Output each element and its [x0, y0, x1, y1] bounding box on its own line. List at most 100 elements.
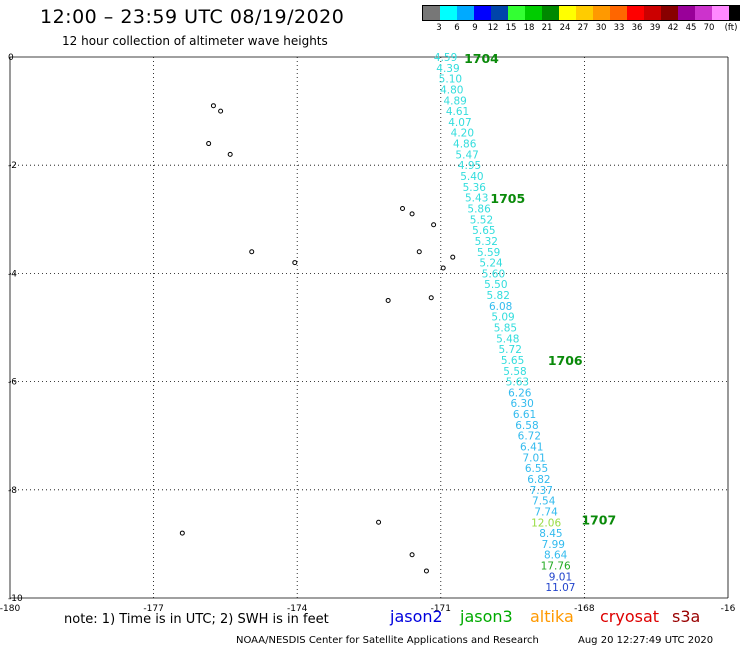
legend-tick: 30: [595, 23, 607, 33]
wave-height-value: 7.74: [534, 506, 558, 518]
x-tick-label: -171: [431, 604, 451, 614]
pass-number-label: 1705: [490, 191, 525, 206]
y-tick-label: -6: [8, 378, 17, 388]
legend-tick: 45: [685, 23, 697, 33]
y-tick-label: -8: [8, 486, 17, 496]
legend-swatch: [440, 6, 457, 20]
legend-swatch: [474, 6, 491, 20]
legend-tick: 3: [436, 23, 442, 33]
wave-height-value: 12.06: [531, 517, 561, 529]
island-outline: [400, 205, 406, 211]
wave-height-value: 4.39: [436, 63, 459, 75]
wave-height-value: 5.63: [506, 377, 529, 389]
legend-tick: 27: [577, 23, 589, 33]
x-tick-label: -177: [143, 604, 163, 614]
note-text: note: 1) Time is in UTC; 2) SWH is in fe…: [64, 612, 329, 627]
legend-tick: 6: [454, 23, 460, 33]
wave-height-value: 5.72: [499, 344, 522, 356]
wave-height-value: 5.36: [463, 182, 487, 194]
y-tick-label: -2: [8, 161, 17, 171]
legend-ticks: 3 6 9 12 15 18 21 24 27 30 33 36 39 42 45 70 (ft): [422, 21, 740, 35]
wave-height-value: 5.58: [503, 366, 526, 378]
wave-height-value: 6.82: [527, 474, 550, 486]
wave-height-value: 6.08: [489, 301, 512, 313]
legend-colorbar: [422, 5, 740, 21]
legend-tick: 33: [613, 23, 625, 33]
wave-height-value: 5.48: [496, 333, 519, 345]
page-subtitle: 12 hour collection of altimeter wave hei…: [62, 34, 328, 48]
wave-height-value: 7.37: [530, 485, 553, 497]
wave-height-value: 9.01: [549, 571, 572, 583]
legend-swatch: [695, 6, 712, 20]
satellite-name-jason2: jason2: [390, 607, 443, 626]
x-tick-label: -168: [574, 604, 595, 614]
wave-height-value: 5.59: [477, 247, 500, 259]
legend-tick: 18: [523, 23, 535, 33]
legend-unit: (ft): [724, 23, 738, 33]
wave-height-value: 6.58: [515, 420, 538, 432]
legend-tick: 21: [541, 23, 553, 33]
wave-height-value: 7.99: [542, 539, 565, 551]
wave-height-value: 5.40: [460, 171, 483, 183]
legend-swatch: [661, 6, 678, 20]
wave-height-value: 5.52: [470, 214, 493, 226]
legend-swatch: [508, 6, 525, 20]
legend-swatch: [627, 6, 644, 20]
map-grid: [9, 56, 729, 599]
wave-height-value: 6.26: [508, 387, 532, 399]
wave-height-value: 5.10: [439, 74, 462, 86]
pass-number-label: 1707: [581, 513, 616, 528]
island-outline: [409, 552, 415, 558]
wave-height-value: 11.07: [545, 582, 575, 594]
wave-height-value: 6.55: [525, 463, 548, 475]
island-outline: [376, 519, 382, 525]
legend-tick: 12: [487, 23, 499, 33]
legend-tick: 9: [472, 23, 478, 33]
wave-height-value: 7.01: [522, 452, 545, 464]
wave-height-value: 4.61: [446, 106, 469, 118]
wave-height-value: 4.89: [443, 95, 466, 107]
wave-height-value: 7.54: [532, 496, 556, 508]
wave-height-value: 8.64: [544, 550, 568, 562]
pass-number-label: 1706: [548, 353, 583, 368]
island-outline: [179, 530, 185, 536]
wave-height-value: 4.07: [448, 117, 471, 129]
wave-height-value: 6.41: [520, 442, 543, 454]
legend-swatch: [457, 6, 474, 20]
legend-tick: 24: [559, 23, 571, 33]
wave-height-value: 5.32: [475, 236, 498, 248]
island-outline: [227, 151, 233, 157]
wave-height-value: 4.80: [440, 84, 463, 96]
legend-swatch: [423, 6, 440, 20]
wave-height-value: 5.85: [494, 323, 517, 335]
wave-height-value: 4.95: [458, 160, 481, 172]
wave-height-value: 5.47: [455, 149, 478, 161]
island-outline: [450, 254, 456, 260]
wave-height-value: 6.72: [518, 431, 541, 443]
island-outline: [416, 249, 422, 255]
island-outline: [210, 103, 216, 109]
color-legend: 3 6 9 12 15 18 21 24 27 30 33 36 39 42 45 70 (ft): [422, 5, 740, 35]
pass-labels: 1704 1705 1706 1707: [464, 51, 616, 527]
wave-height-value: 6.30: [510, 398, 533, 410]
legend-swatch: [491, 6, 508, 20]
y-tick-label: -10: [8, 594, 23, 604]
x-tick-label: -174: [287, 604, 308, 614]
islands-layer: [179, 103, 456, 574]
wave-height-value: 5.24: [479, 258, 503, 270]
island-outline: [423, 568, 429, 574]
legend-tick: 36: [631, 23, 643, 33]
wave-height-labels: 4.594.395.104.804.894.614.074.204.865.47…: [434, 52, 576, 594]
island-outline: [206, 141, 212, 147]
island-outline: [409, 211, 415, 217]
wave-height-value: 5.09: [491, 312, 514, 324]
legend-swatch: [678, 6, 695, 20]
wave-height-value: 5.60: [482, 268, 505, 280]
legend-tick: 39: [649, 23, 661, 33]
wave-height-value: 4.86: [453, 139, 477, 151]
wave-height-value: 5.82: [487, 290, 510, 302]
wave-height-value: 17.76: [541, 561, 571, 573]
satellite-name-cryosat: cryosat: [600, 607, 660, 626]
legend-swatch: [525, 6, 542, 20]
